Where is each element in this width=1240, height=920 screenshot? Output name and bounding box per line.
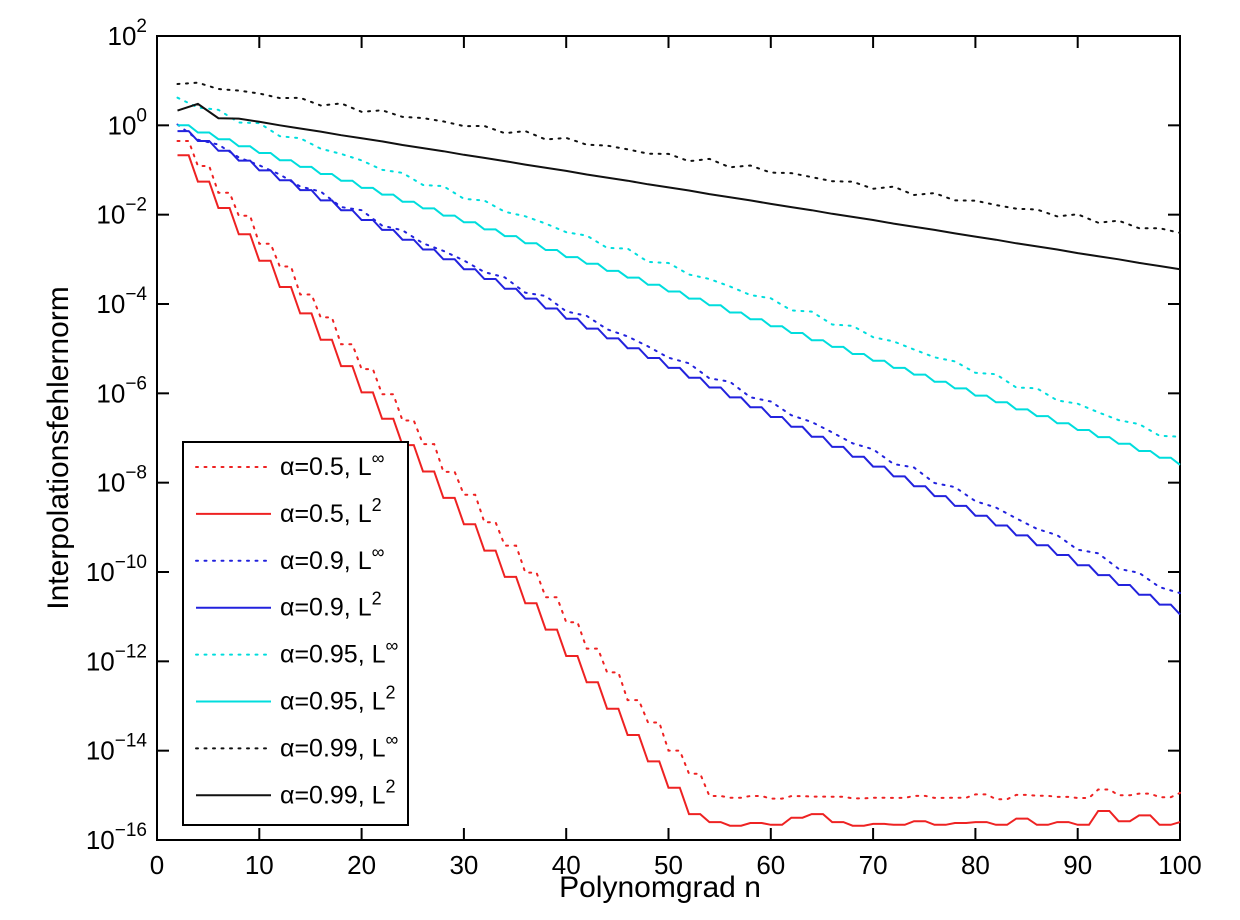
legend-label-alpha-0.95-l2: α=0.95, L2 [280, 683, 396, 716]
y-tick-label: 10−8 [96, 463, 147, 498]
series-line-alpha-0.95-linf [176, 96, 1181, 438]
legend-label-alpha-0.99-l2: α=0.99, L2 [280, 776, 396, 809]
x-tick-label: 70 [859, 850, 888, 880]
y-tick-label: 100 [108, 105, 148, 140]
y-tick-label: 10−12 [86, 641, 147, 676]
x-tick-label: 30 [449, 850, 478, 880]
series-line-alpha-0.5-l2 [177, 154, 1181, 827]
x-tick-label: 90 [1063, 850, 1092, 880]
y-tick-label: 10−4 [96, 284, 147, 319]
y-tick-label: 10−6 [96, 373, 147, 408]
legend-label-alpha-0.5-linf: α=0.5, L∞ [280, 448, 385, 481]
series-line-alpha-0.99-l2 [177, 102, 1181, 271]
plot-generated-content: 0 10 20 30 40 50 60 70 80 90 100 102 100 10−2 10−4 10−6… [86, 16, 1202, 880]
y-tick-label: 10−2 [96, 195, 147, 230]
x-axis-label: Polynomgrad n [559, 871, 761, 904]
x-tick-label: 60 [756, 850, 785, 880]
x-tick-label: 40 [552, 850, 581, 880]
legend-box [182, 441, 409, 826]
legend-label-alpha-0.5-l2: α=0.5, L2 [280, 495, 382, 528]
series-line-alpha-0.9-linf [176, 123, 1181, 595]
x-tick-label: 50 [654, 850, 683, 880]
y-tick-label: 10−14 [86, 731, 148, 766]
legend-label-alpha-0.95-linf: α=0.95, L∞ [280, 636, 399, 669]
x-tick-label: 10 [245, 850, 274, 880]
y-tick-label: 10−16 [86, 820, 147, 855]
y-tick-label: 10−10 [86, 552, 147, 587]
legend-label-alpha-0.9-l2: α=0.9, L2 [280, 589, 382, 622]
series-line-alpha-0.99-linf [176, 81, 1181, 234]
legend-label-alpha-0.9-linf: α=0.9, L∞ [280, 542, 385, 575]
x-tick-label: 80 [961, 850, 990, 880]
y-tick-label: 102 [108, 16, 148, 51]
x-tick-label: 0 [150, 850, 164, 880]
x-tick-label: 100 [1158, 850, 1201, 880]
x-tick-label: 20 [347, 850, 376, 880]
y-axis-label: Interpolationsfehlernorm [42, 286, 75, 610]
series-line-alpha-0.95-l2 [177, 124, 1181, 466]
series-line-alpha-0.9-l2 [177, 130, 1181, 616]
legend-label-alpha-0.99-linf: α=0.99, L∞ [280, 729, 399, 762]
